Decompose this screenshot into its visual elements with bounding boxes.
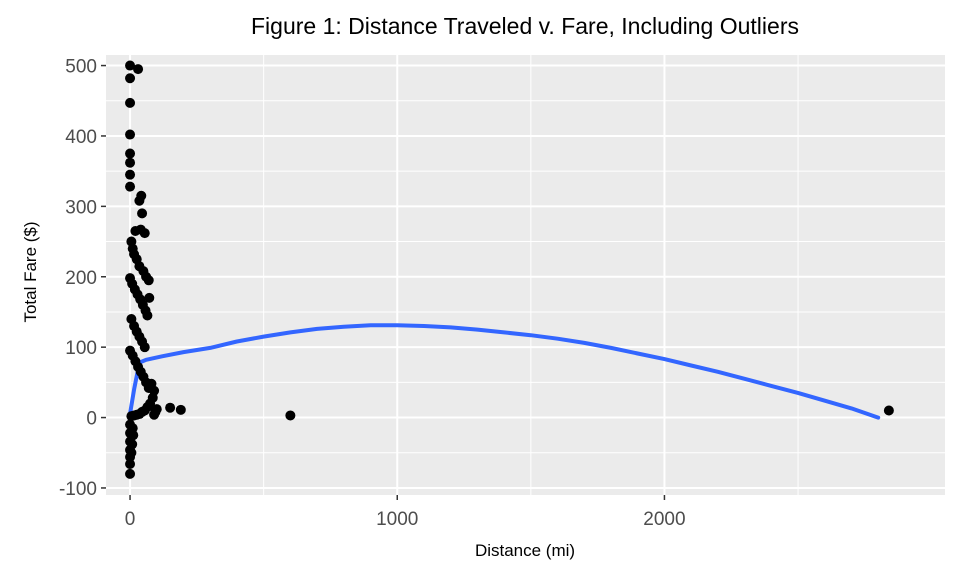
data-point <box>142 310 153 321</box>
data-point <box>125 73 136 84</box>
x-axis-title: Distance (mi) <box>475 541 575 560</box>
data-point <box>125 148 136 159</box>
data-point <box>125 129 136 140</box>
y-axis-title: Total Fare ($) <box>21 221 40 322</box>
data-point <box>125 468 136 479</box>
data-point <box>139 228 150 239</box>
data-point <box>127 439 138 450</box>
y-tick-label: 200 <box>65 268 97 289</box>
axis-ticks: 0 1000 2000 -100 0 100 200 300 400 500 <box>59 57 686 530</box>
data-point <box>134 195 145 206</box>
smooth-line-layer <box>128 323 881 420</box>
data-point <box>144 292 155 303</box>
data-point <box>133 64 144 75</box>
data-point <box>125 459 136 470</box>
y-tick-label: 400 <box>65 127 97 148</box>
data-point <box>128 430 139 441</box>
y-tick-label: 300 <box>65 197 97 218</box>
data-point <box>130 226 141 236</box>
data-point <box>175 404 186 415</box>
points-layer <box>125 60 894 479</box>
x-tick-label: 0 <box>125 509 136 530</box>
data-point <box>125 181 136 192</box>
smooth-line <box>128 323 881 420</box>
x-tick-label: 2000 <box>643 509 685 530</box>
x-tick-label: 1000 <box>376 509 418 530</box>
data-point <box>125 97 136 108</box>
data-point <box>151 404 162 415</box>
data-point <box>125 157 136 168</box>
data-point <box>125 169 136 180</box>
y-tick-label: 100 <box>65 338 97 359</box>
data-point <box>883 405 894 416</box>
data-point <box>139 342 150 353</box>
y-tick-label: 500 <box>65 57 97 78</box>
data-point <box>137 208 148 219</box>
y-tick-label: -100 <box>59 479 97 500</box>
grid-lines <box>0 55 945 495</box>
data-point <box>125 60 136 71</box>
plot-panel <box>106 55 945 495</box>
data-point <box>126 447 137 458</box>
y-tick-label: 0 <box>86 409 97 430</box>
chart-title: Figure 1: Distance Traveled v. Fare, Inc… <box>251 13 799 39</box>
data-point <box>285 410 296 421</box>
data-point <box>165 402 176 413</box>
data-point <box>126 411 137 422</box>
data-point <box>143 275 154 286</box>
